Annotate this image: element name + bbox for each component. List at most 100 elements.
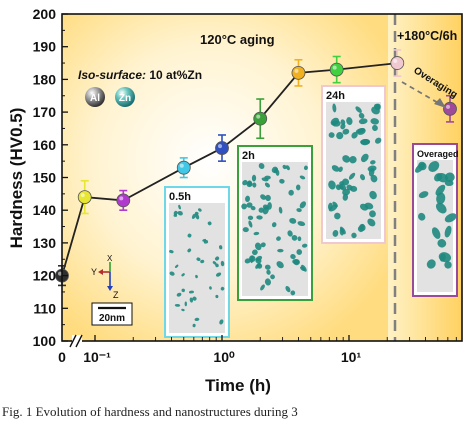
precipitate xyxy=(327,202,333,211)
data-point xyxy=(77,179,92,215)
precipitate xyxy=(369,190,377,200)
precipitate xyxy=(331,120,341,127)
precipitate xyxy=(194,211,199,216)
point-highlight xyxy=(179,163,184,168)
precipitate xyxy=(260,242,266,248)
al-atom-label: Al xyxy=(90,93,100,104)
precipitate xyxy=(181,288,185,293)
coordinate-triad-icon: Y X Z xyxy=(91,254,119,300)
hardness-series xyxy=(55,49,457,287)
zn-atom-icon xyxy=(115,87,135,107)
point-highlight xyxy=(58,271,62,276)
precipitate xyxy=(178,204,181,210)
precipitate xyxy=(328,132,335,138)
precipitate xyxy=(255,262,261,269)
data-point xyxy=(253,98,268,140)
precipitate xyxy=(367,218,376,227)
precipitate xyxy=(246,202,253,208)
precipitate xyxy=(332,201,338,208)
precipitate xyxy=(279,178,285,184)
inset-3: 24h xyxy=(321,85,386,244)
x-tick-label: 10⁻¹ xyxy=(83,349,111,365)
x-axis-label: Time (h) xyxy=(205,376,271,395)
precipitate xyxy=(215,294,219,299)
precipitate xyxy=(245,195,250,203)
precipitate xyxy=(282,164,287,170)
y-tick-label: 170 xyxy=(33,104,57,120)
precipitate xyxy=(220,286,225,291)
y-axis-label: Hardness (HV0.5) xyxy=(7,108,26,249)
precipitate xyxy=(418,161,427,171)
precipitate xyxy=(358,118,368,125)
y-axis: 100 110 120 130 140 150 160 170 180 190 200 xyxy=(33,6,68,349)
iso-surface-prefix: Iso-surface: xyxy=(78,68,146,82)
precipitate xyxy=(194,317,200,322)
precipitate xyxy=(251,174,257,182)
precipitate xyxy=(332,229,339,237)
precipitate xyxy=(299,175,306,180)
precipitate xyxy=(195,214,200,220)
precipitate xyxy=(187,248,192,253)
precipitate xyxy=(287,230,293,237)
y-tick-label: 140 xyxy=(33,202,57,218)
precipitate xyxy=(173,214,178,217)
precipitate xyxy=(267,202,272,210)
precipitate xyxy=(340,123,346,130)
precipitate xyxy=(256,215,263,220)
precipitate xyxy=(264,278,271,286)
precipitate xyxy=(351,232,357,239)
y-tick-label: 120 xyxy=(33,268,57,284)
precipitate xyxy=(219,245,223,250)
precipitate xyxy=(369,210,376,218)
precipitate xyxy=(370,174,378,183)
point-highlight xyxy=(256,114,261,119)
precipitate xyxy=(349,155,357,164)
precipitate xyxy=(195,274,198,279)
precipitate xyxy=(181,308,185,312)
precipitate xyxy=(198,208,202,212)
precipitate xyxy=(252,182,257,188)
precipitate xyxy=(360,139,370,145)
precipitate xyxy=(169,271,175,276)
precipitate xyxy=(184,301,187,307)
inset-2: 2h xyxy=(237,145,313,301)
precipitate xyxy=(426,259,436,269)
scale-bar-label: 20nm xyxy=(99,313,125,324)
point-highlight xyxy=(80,193,85,198)
precipitate xyxy=(262,206,269,215)
inset-label: 2h xyxy=(242,150,255,162)
precipitate xyxy=(439,253,446,262)
precipitate xyxy=(436,172,448,183)
precipitate xyxy=(189,297,194,303)
precipitate xyxy=(299,201,307,209)
precipitate xyxy=(431,227,441,239)
precipitate xyxy=(372,124,378,132)
y-tick-label: 130 xyxy=(33,235,57,251)
axis-break xyxy=(69,334,83,348)
data-point xyxy=(176,157,191,179)
precipitate xyxy=(261,177,269,182)
precipitate xyxy=(355,128,366,134)
point-marker xyxy=(215,141,229,155)
precipitate xyxy=(370,118,379,125)
precipitate xyxy=(276,236,281,241)
precipitate xyxy=(334,212,341,220)
precipitate xyxy=(258,162,265,170)
precipitate xyxy=(191,213,196,219)
precipitate xyxy=(196,257,201,262)
precipitate xyxy=(241,203,247,210)
precipitate xyxy=(295,184,301,191)
aging-label: 120°C aging xyxy=(200,32,275,47)
precipitate xyxy=(328,180,336,190)
precipitate xyxy=(428,161,440,172)
precipitate xyxy=(215,272,222,277)
precipitate xyxy=(338,166,343,172)
y-tick-label: 160 xyxy=(33,137,57,153)
precipitate xyxy=(444,261,452,269)
precipitate xyxy=(296,249,303,255)
triad-y-label: Y xyxy=(91,267,97,277)
precipitate xyxy=(346,184,353,191)
data-point xyxy=(215,134,229,162)
